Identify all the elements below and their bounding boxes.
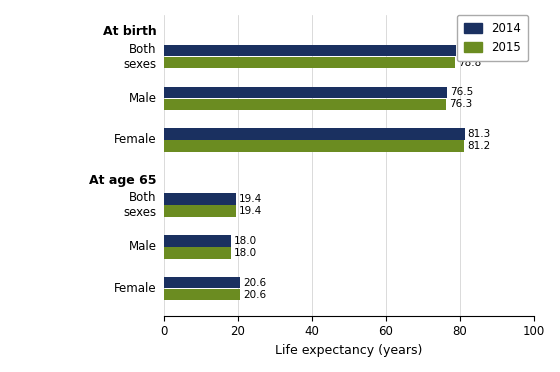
Text: At birth: At birth (103, 25, 157, 38)
Text: 18.0: 18.0 (234, 248, 256, 258)
Text: Both
sexes: Both sexes (123, 191, 157, 219)
Text: At age 65: At age 65 (89, 174, 157, 186)
Text: 76.3: 76.3 (449, 99, 473, 109)
Bar (164, 277, 240, 288)
Text: 20.6: 20.6 (243, 278, 266, 288)
Text: Female: Female (114, 134, 157, 147)
Bar (164, 57, 455, 68)
Bar (164, 289, 240, 300)
Bar (164, 45, 456, 57)
Bar (164, 128, 465, 140)
Text: Male: Male (129, 240, 157, 253)
Text: Female: Female (114, 282, 157, 295)
Bar (164, 140, 464, 152)
Bar (164, 247, 231, 259)
Text: 81.2: 81.2 (467, 141, 491, 151)
Legend: 2014, 2015: 2014, 2015 (457, 15, 528, 61)
Text: 78.9: 78.9 (459, 46, 482, 56)
Text: 76.5: 76.5 (450, 87, 473, 97)
Text: 19.4: 19.4 (239, 206, 262, 216)
X-axis label: Life expectancy (years): Life expectancy (years) (276, 344, 423, 357)
Text: 20.6: 20.6 (243, 289, 266, 299)
Text: Male: Male (129, 92, 157, 105)
Text: 18.0: 18.0 (234, 236, 256, 246)
Bar (164, 205, 236, 217)
Text: 81.3: 81.3 (468, 129, 491, 139)
Bar (164, 193, 236, 205)
Text: 19.4: 19.4 (239, 194, 262, 204)
Bar (164, 235, 231, 247)
Bar (164, 87, 447, 98)
Bar (164, 99, 446, 110)
Text: Both
sexes: Both sexes (123, 43, 157, 71)
Text: 78.8: 78.8 (459, 58, 482, 68)
